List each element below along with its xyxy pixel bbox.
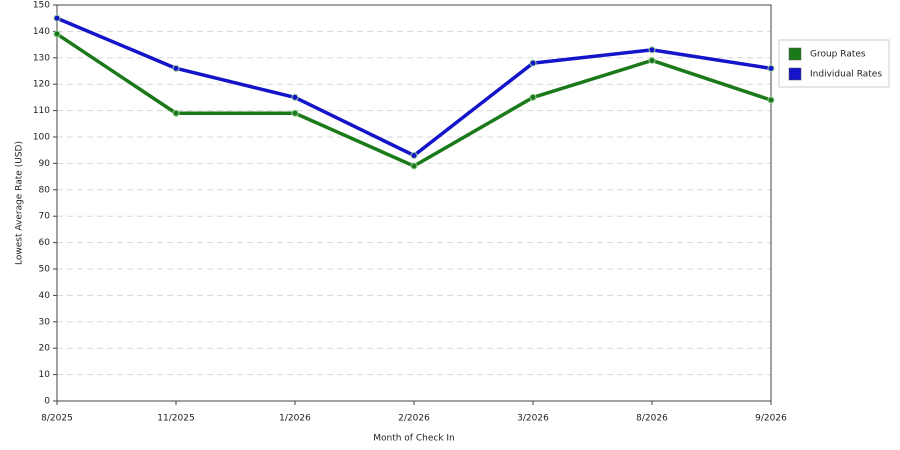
series-line [56,32,772,168]
series-line [56,16,772,158]
legend-swatch [788,67,802,81]
data-point [53,30,61,38]
y-tick-label: 130 [33,53,50,63]
x-tick-label: 3/2026 [517,414,549,424]
y-tick-label: 100 [33,133,50,143]
legend-label: Individual Rates [810,70,882,80]
x-tick-label: 11/2025 [157,414,194,424]
data-point [648,46,656,54]
x-tick-label: 8/2025 [41,414,73,424]
data-point [767,64,775,72]
y-tick-label: 30 [39,317,51,327]
x-tick-label: 1/2026 [279,414,311,424]
data-point [291,93,299,101]
data-point [767,96,775,104]
y-tick-label: 110 [33,106,50,116]
data-point [529,93,537,101]
data-point [648,56,656,64]
data-point [53,14,61,22]
y-axis-label: Lowest Average Rate (USD) [15,141,25,265]
legend-label: Group Rates [810,50,866,60]
y-tick-label: 80 [39,185,51,195]
y-tick-label: 10 [39,370,51,380]
y-tick-label: 40 [39,291,51,301]
y-tick-label: 90 [39,159,51,169]
y-tick-label: 60 [39,238,51,248]
x-tick-label: 9/2026 [755,414,787,424]
legend-swatch [788,47,802,61]
data-point [410,151,418,159]
x-axis-label: Month of Check In [373,434,455,444]
y-tick-label: 140 [33,27,50,37]
x-tick-label: 8/2026 [636,414,668,424]
y-tick-label: 50 [39,265,51,275]
data-point [410,162,418,170]
data-point [172,109,180,117]
y-tick-label: 0 [44,397,50,407]
y-tick-label: 150 [33,1,50,11]
y-tick-label: 70 [39,212,51,222]
y-tick-label: 120 [33,80,50,90]
data-point [172,64,180,72]
x-tick-label: 2/2026 [398,414,430,424]
data-point [529,59,537,67]
data-point [291,109,299,117]
y-tick-label: 20 [39,344,51,354]
